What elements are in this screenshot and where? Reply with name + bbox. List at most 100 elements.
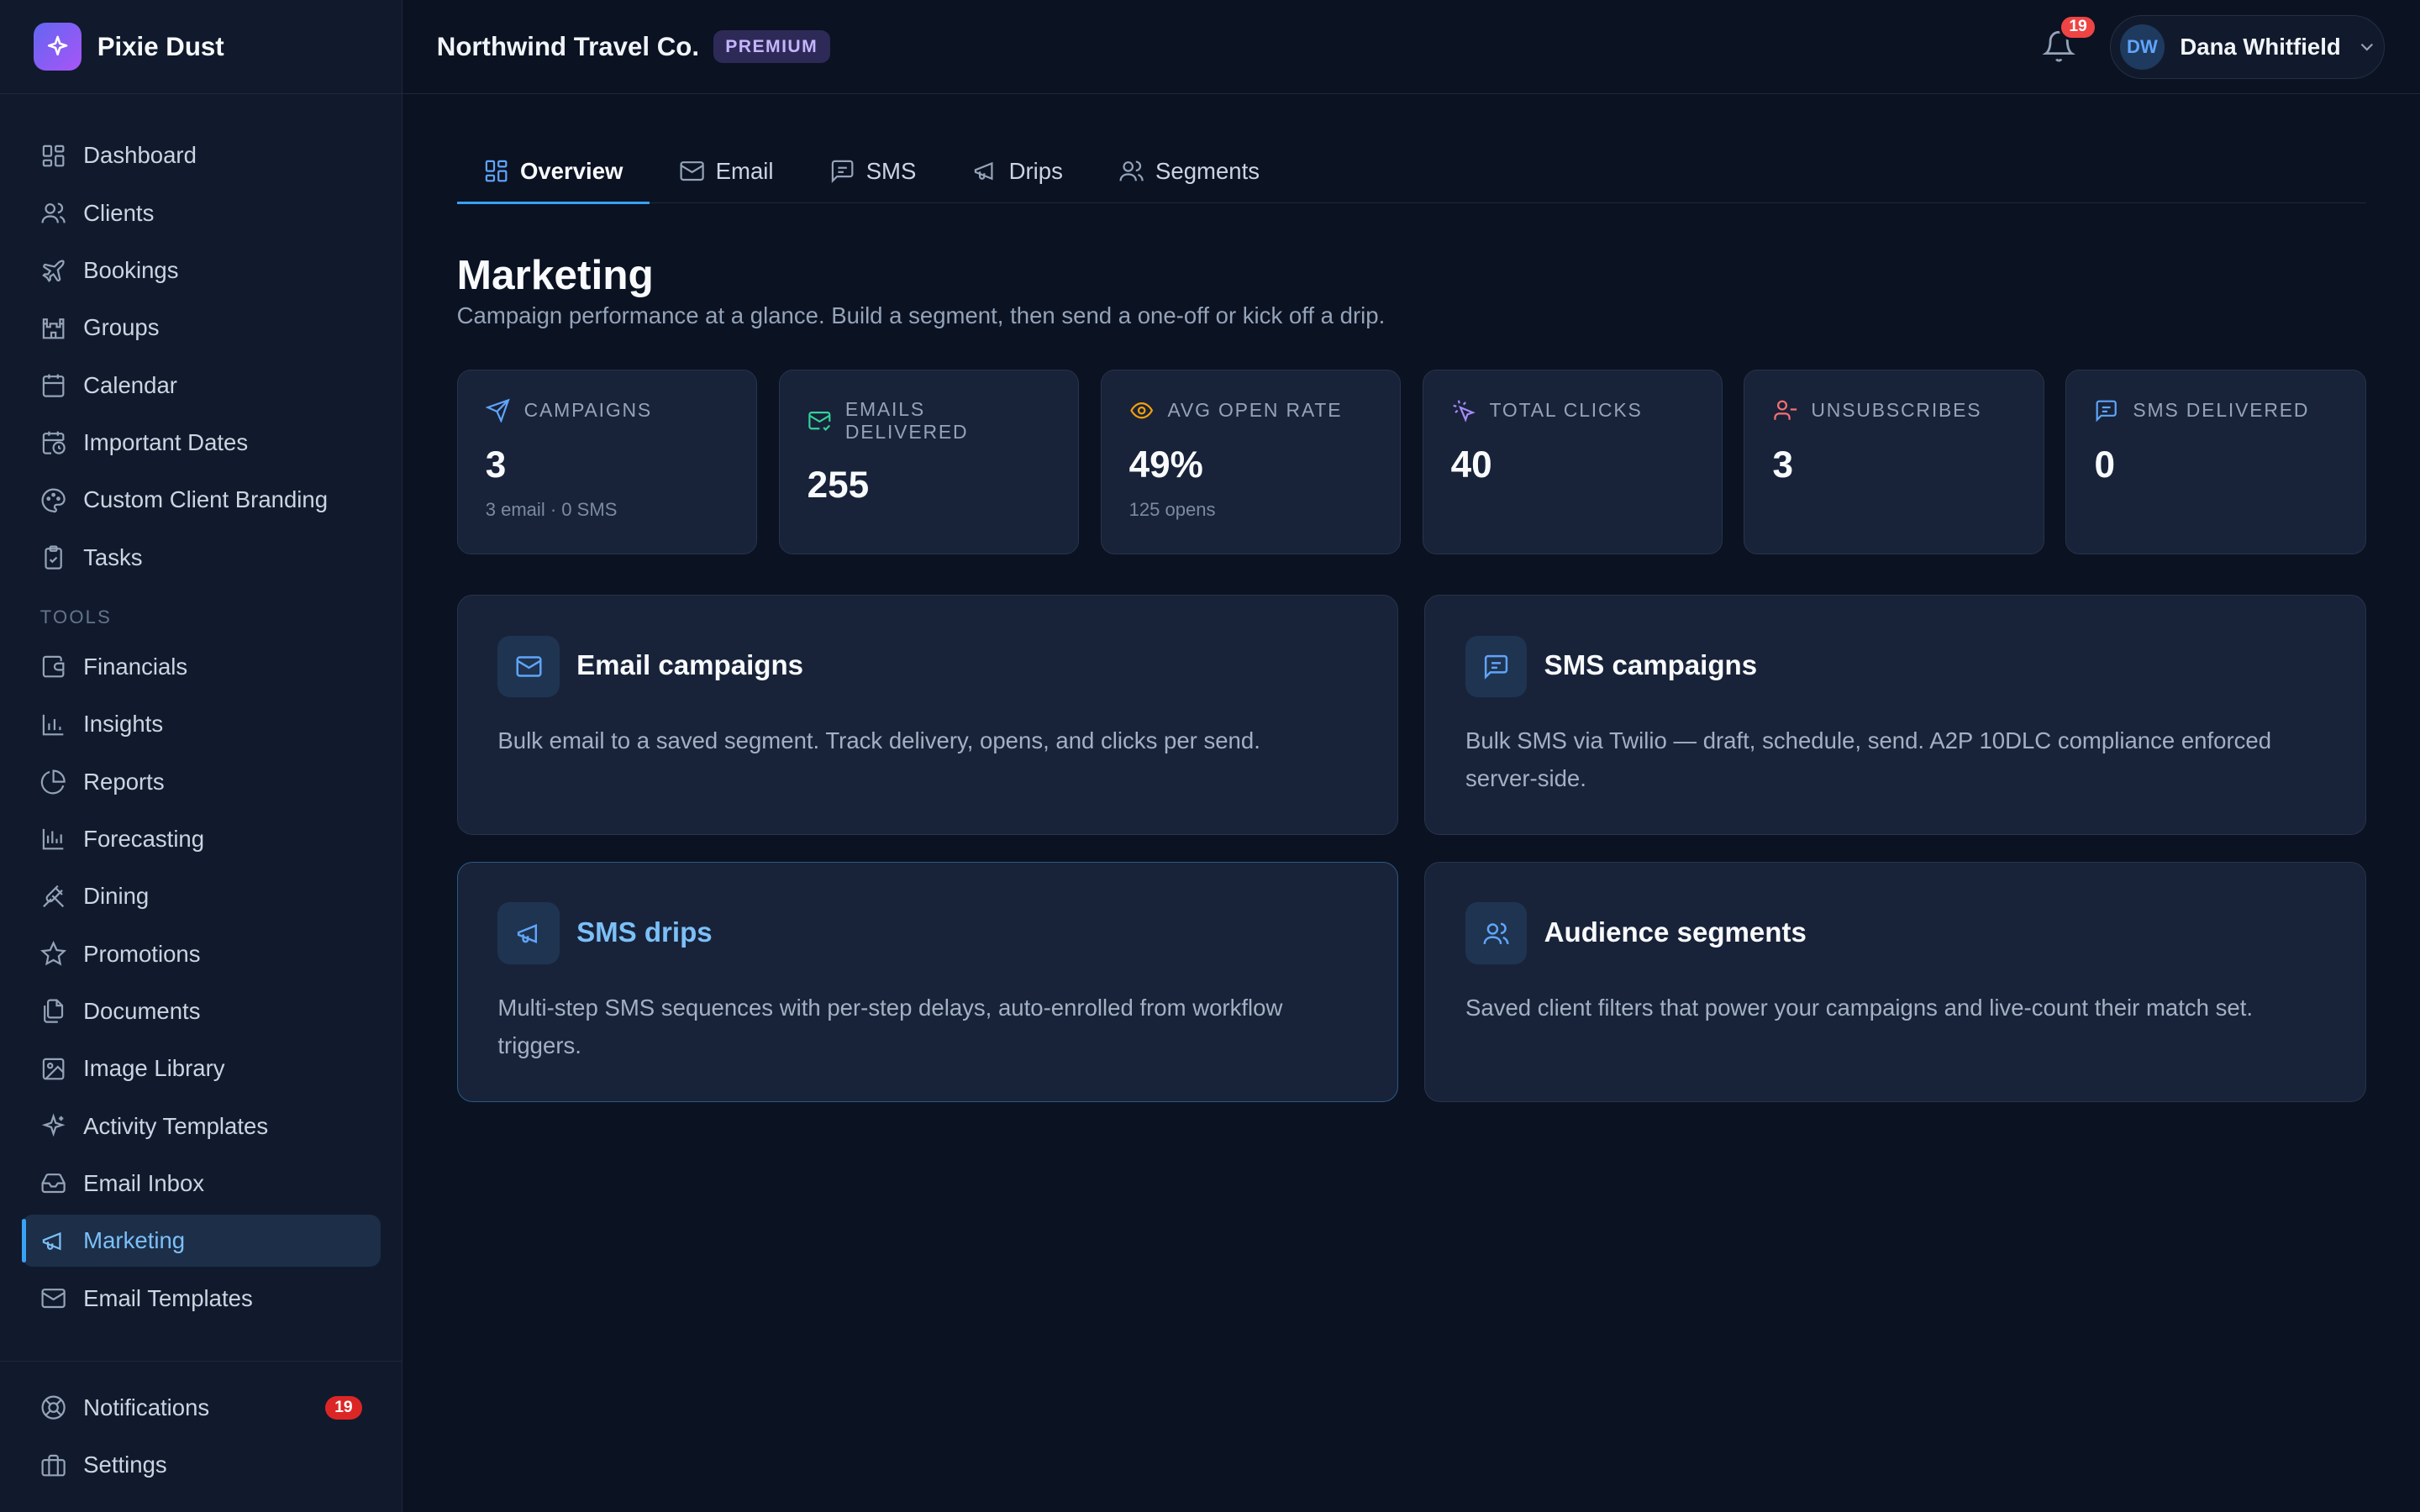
bell-icon[interactable] [2042,29,2076,63]
sparkle-logo-icon [34,23,82,71]
topbar: Northwind Travel Co. PREMIUM 19 DW Dana … [402,0,2420,95]
sidebar-item-label: Documents [83,997,201,1024]
stat-card-total-clicks: TOTAL CLICKS 40 [1422,369,1723,555]
sidebar-item-bookings[interactable]: Bookings [22,244,381,297]
main-nav: Dashboard Clients Bookings Groups Calend… [0,94,402,1325]
megaphone-icon [42,1231,61,1250]
tab-label: SMS [865,157,917,184]
calendar-clock-icon [42,432,66,455]
sidebar-item-custom-client-branding[interactable]: Custom Client Branding [22,474,381,526]
card-audience-segments[interactable]: Audience segments Saved client filters t… [1424,861,2366,1103]
sidebar-item-email-templates[interactable]: Email Templates [22,1272,381,1324]
stat-value: 3 [1772,444,1794,486]
sidebar-item-label: Clients [83,199,155,226]
marketing-tabs: Overview Email SMS Drips Segments [456,94,2366,205]
message-icon [1485,654,1508,680]
dashboard-icon [485,160,508,182]
sidebar-item-calendar[interactable]: Calendar [22,360,381,412]
card-email-campaigns[interactable]: Email campaigns Bulk email to a saved se… [456,594,1399,836]
sidebar-item-forecasting[interactable]: Forecasting [22,813,381,865]
sidebar-item-image-library[interactable]: Image Library [22,1042,381,1095]
sidebar-item-important-dates[interactable]: Important Dates [22,417,381,469]
sidebar-item-label: Marketing [83,1227,186,1254]
brand-name: Pixie Dust [97,31,224,61]
sidebar-item-reports[interactable]: Reports [22,755,381,807]
megaphone-icon [517,923,537,943]
tab-overview[interactable]: Overview [456,139,650,205]
files-icon [43,999,63,1024]
tab-label: Email [715,157,774,184]
tab-email[interactable]: Email [652,139,799,202]
message-icon [2096,400,2118,423]
sidebar-item-label: Custom Client Branding [83,486,329,513]
sidebar-item-email-inbox[interactable]: Email Inbox [22,1158,381,1210]
sidebar-item-label: Activity Templates [83,1112,269,1139]
stat-card-sms-delivered: SMS DELIVERED 0 [2065,369,2366,555]
stat-label: UNSUBSCRIBES [1811,398,1982,421]
send-icon [485,398,510,423]
avatar: DW [2119,24,2165,70]
main-content: Overview Email SMS Drips Segments Market… [456,94,2366,1103]
sidebar-item-dashboard[interactable]: Dashboard [22,129,381,181]
calendar-icon [42,374,65,397]
card-icon-wrap [1465,902,1528,964]
palette-icon [41,488,66,512]
stats-row: CAMPAIGNS 3 3 email · 0 SMS EMAILS DELIV… [456,369,2366,555]
eye-icon [1129,402,1153,419]
sparkles-icon [41,1113,66,1137]
bar-chart-icon [42,714,64,736]
sidebar-item-label: Promotions [83,940,201,967]
mail-icon [516,656,542,677]
megaphone-icon [974,162,993,181]
users-icon [1119,160,1144,181]
stat-value: 40 [1450,444,1492,486]
sidebar-item-label: Insights [83,711,164,738]
card-sms-campaigns[interactable]: SMS campaigns Bulk SMS via Twilio — draf… [1424,594,2366,836]
sidebar-item-insights[interactable]: Insights [22,698,381,750]
sidebar-item-promotions[interactable]: Promotions [22,927,381,979]
card-sms-drips[interactable]: SMS drips Multi-step SMS sequences with … [456,861,1399,1103]
stat-label: SMS DELIVERED [2133,398,2310,421]
dashboard-icon [42,144,65,167]
page-title: Marketing [456,250,654,298]
sidebar-item-documents[interactable]: Documents [22,985,381,1037]
sidebar-item-dining[interactable]: Dining [22,870,381,922]
sidebar-item-label: Financials [83,654,188,680]
sidebar-item-activity-templates[interactable]: Activity Templates [22,1100,381,1152]
castle-icon [42,318,65,339]
briefcase-icon [41,1454,66,1477]
sidebar-item-settings[interactable]: Settings [22,1439,381,1491]
chart-icon [42,829,64,850]
sidebar-item-label: Image Library [83,1055,225,1082]
user-menu-button[interactable]: DW Dana Whitfield [2109,15,2385,79]
tab-label: Overview [519,157,623,184]
brand[interactable]: Pixie Dust [0,0,402,95]
sidebar-bottom: Notifications 19 Settings [0,1360,402,1497]
stat-value: 255 [807,465,870,507]
tab-sms[interactable]: SMS [802,139,942,202]
tab-drips[interactable]: Drips [945,139,1089,202]
stat-label: TOTAL CLICKS [1489,398,1643,421]
mail-check-icon [808,412,831,432]
pointer-click-icon [1452,400,1476,423]
sidebar-item-groups[interactable]: Groups [22,302,381,354]
sidebar-item-notifications[interactable]: Notifications 19 [22,1382,381,1434]
sidebar-item-label: Tasks [83,543,143,570]
tab-segments[interactable]: Segments [1092,139,1286,202]
image-icon [42,1058,65,1080]
sidebar-item-clients[interactable]: Clients [22,187,381,239]
sidebar-item-label: Settings [83,1452,167,1478]
sidebar-item-marketing[interactable]: Marketing [21,1214,381,1268]
mail-icon [680,161,704,181]
user-name: Dana Whitfield [2180,34,2341,60]
sidebar-item-tasks[interactable]: Tasks [22,531,381,583]
stat-value: 49% [1128,444,1203,486]
notification-count-badge: 19 [2059,13,2097,41]
stat-label: CAMPAIGNS [523,398,653,421]
sidebar-item-label: Reports [83,768,165,795]
sidebar-item-label: Dashboard [83,142,197,169]
card-icon-wrap [1465,635,1528,698]
inbox-icon [41,1173,66,1194]
org-name: Northwind Travel Co. [436,31,699,61]
sidebar-item-financials[interactable]: Financials [22,641,381,693]
